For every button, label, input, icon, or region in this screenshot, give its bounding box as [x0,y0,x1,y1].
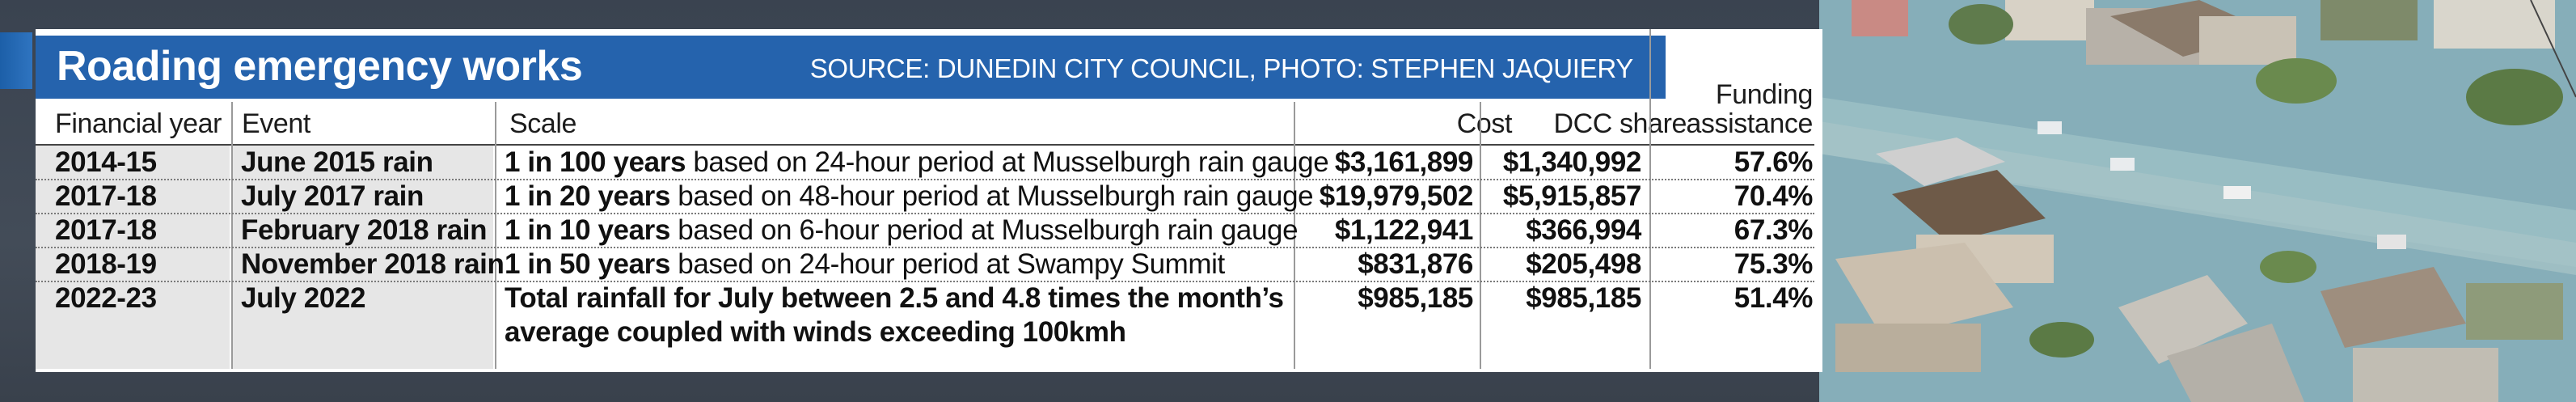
row3-scale: 1 in 10 years based on 6-hour period at … [505,214,1299,247]
title-banner: Roading emergency works SOURCE: DUNEDIN … [36,36,1666,99]
row4-cost: $831,876 [1358,248,1473,280]
row2-scale-rest: based on 48-hour period at Musselburgh r… [669,180,1314,212]
header-funding-line2: assistance [1686,108,1813,139]
header-event: Event [242,108,310,139]
row3-cost: $1,122,941 [1334,214,1474,246]
column-divider [1480,102,1481,369]
row5-dcc-share: $985,185 [1526,282,1641,314]
row2-scale: 1 in 20 years based on 48-hour period at… [505,180,1314,213]
year-column-shade [36,146,230,369]
row-separator [36,281,1814,282]
row5-event: July 2022 [241,282,366,314]
row2-scale-bold: 1 in 20 years [505,180,670,212]
row5-scale-line2: average coupled with winds exceeding 100… [505,316,1126,348]
row2-cost: $19,979,502 [1319,180,1474,212]
column-divider [231,102,233,369]
column-divider [1649,29,1651,369]
photo-illustration [1819,0,2576,402]
column-divider [1294,102,1295,369]
event-column-shade [233,146,493,369]
row2-funding: 70.4% [1734,180,1814,212]
row5-year: 2022-23 [55,282,157,314]
row4-year: 2018-19 [55,248,157,280]
row1-event: June 2015 rain [241,146,433,178]
row-separator [36,247,1814,248]
header-divider [36,144,1814,146]
row1-scale: 1 in 100 years based on 24-hour period a… [505,146,1329,179]
row-separator [36,179,1814,180]
row3-funding: 67.3% [1734,214,1814,246]
blue-accent-tab [0,32,32,89]
row4-scale-rest: based on 24-hour period at Swampy Summit [669,248,1225,280]
row-separator [36,213,1814,214]
row4-scale: 1 in 50 years based on 24-hour period at… [505,248,1225,281]
source-credit: SOURCE: DUNEDIN CITY COUNCIL, PHOTO: STE… [809,53,1634,83]
row4-dcc-share: $205,498 [1526,248,1641,280]
header-financial-year: Financial year [55,108,222,139]
row3-event: February 2018 rain [241,214,488,246]
row5-funding: 51.4% [1734,282,1814,314]
row1-year: 2014-15 [55,146,157,178]
row3-scale-bold: 1 in 10 years [505,214,670,246]
row1-scale-rest: based on 24-hour period at Musselburgh r… [686,146,1329,178]
header-cost: Cost [1456,108,1513,139]
row3-year: 2017-18 [55,214,157,246]
row3-scale-rest: based on 6-hour period at Musselburgh ra… [669,214,1299,246]
table-card: Roading emergency works SOURCE: DUNEDIN … [36,29,1822,372]
row2-event: July 2017 rain [241,180,424,212]
row1-funding: 57.6% [1734,146,1814,178]
row4-scale-bold: 1 in 50 years [505,248,670,280]
row2-year: 2017-18 [55,180,157,212]
row5-scale-line1: Total rainfall for July between 2.5 and … [505,282,1284,314]
row2-dcc-share: $5,915,857 [1502,180,1642,212]
row1-scale-bold: 1 in 100 years [505,146,686,178]
header-scale: Scale [509,108,577,139]
row3-dcc-share: $366,994 [1526,214,1641,246]
row1-cost: $3,161,899 [1334,146,1474,178]
header-funding-line1: Funding [1715,79,1813,110]
column-divider [495,102,496,369]
row1-dcc-share: $1,340,992 [1502,146,1642,178]
row4-event: November 2018 rain [241,248,505,280]
row4-funding: 75.3% [1734,248,1814,280]
flood-aerial-photo [1819,0,2576,402]
row5-cost: $985,185 [1358,282,1473,314]
header-dcc-share: DCC share [1553,108,1687,139]
table-title: Roading emergency works [57,43,583,90]
